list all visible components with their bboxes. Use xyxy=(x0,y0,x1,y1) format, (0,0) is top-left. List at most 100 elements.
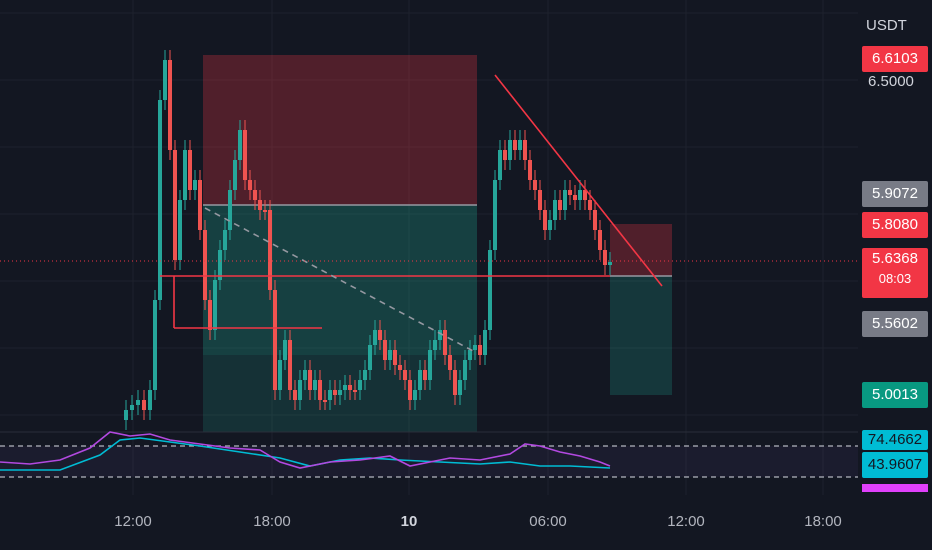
candle-body xyxy=(578,190,582,200)
time-tick: 18:00 xyxy=(253,513,291,530)
price-tag-gray-upper[interactable]: 5.9072 xyxy=(862,181,928,207)
descending-trendline[interactable] xyxy=(494,74,663,287)
candle-body xyxy=(293,390,297,400)
candle-body xyxy=(438,330,442,340)
time-tick: 06:00 xyxy=(529,513,567,530)
countdown-timer: 08:03 xyxy=(878,271,912,286)
candle-body xyxy=(513,140,517,150)
price-tag-text: 5.8080 xyxy=(872,216,918,233)
candle-body xyxy=(403,370,407,380)
candle-body xyxy=(448,355,452,370)
candle-body xyxy=(318,380,322,400)
candle-body xyxy=(193,180,197,190)
time-tick: 12:00 xyxy=(667,513,705,530)
short-position-2-target-zone[interactable] xyxy=(610,276,672,395)
candle-body xyxy=(153,300,157,390)
candle-body xyxy=(233,160,237,190)
candle-body xyxy=(273,290,277,390)
candle-body xyxy=(468,350,472,360)
candle-body xyxy=(603,250,607,265)
price-tag-gray-lower[interactable]: 5.5602 xyxy=(862,311,928,337)
candle-body xyxy=(142,400,146,410)
candle-body xyxy=(488,250,492,330)
candle-body xyxy=(268,210,272,290)
candle-body xyxy=(558,200,562,210)
candle-body xyxy=(338,390,342,395)
candle-body xyxy=(398,365,402,370)
currency-label: USDT xyxy=(866,17,907,34)
price-tag-upper-target[interactable]: 6.6103 xyxy=(862,46,928,72)
candle-body xyxy=(418,370,422,390)
candle-body xyxy=(328,390,332,400)
candle-body xyxy=(278,360,282,390)
candlestick-series xyxy=(124,50,612,430)
candle-body xyxy=(158,100,162,300)
candle-body xyxy=(333,390,337,395)
candle-body xyxy=(548,220,552,230)
price-tag-current[interactable]: 5.6368 08:03 xyxy=(862,248,928,298)
candle-body xyxy=(473,345,477,350)
candle-body xyxy=(208,300,212,330)
candle-body xyxy=(168,60,172,150)
rsi-color-marker xyxy=(862,484,928,492)
candle-body xyxy=(568,190,572,195)
price-tag-text: 5.9072 xyxy=(872,185,918,202)
rsi-tag-value[interactable]: 43.9607 xyxy=(862,452,928,478)
candle-body xyxy=(213,280,217,330)
price-tag-text: 5.5602 xyxy=(872,315,918,332)
candle-body xyxy=(393,350,397,365)
candle-body xyxy=(258,200,262,210)
candle-body xyxy=(313,380,317,390)
candle-body xyxy=(423,370,427,380)
price-tick-6-5000: 6.5000 xyxy=(868,73,914,90)
candle-body xyxy=(428,350,432,380)
time-tick: 12:00 xyxy=(114,513,152,530)
rsi-tag-text: 43.9607 xyxy=(867,456,923,473)
candle-body xyxy=(218,250,222,280)
candle-body xyxy=(518,140,522,150)
candle-body xyxy=(528,160,532,180)
dashed-projection-line[interactable] xyxy=(204,207,476,353)
candle-body xyxy=(228,190,232,230)
candle-body xyxy=(478,345,482,355)
candle-body xyxy=(503,150,507,160)
candle-body xyxy=(493,180,497,250)
candle-body xyxy=(413,390,417,400)
candle-body xyxy=(348,385,352,390)
short-position-target-zone[interactable] xyxy=(203,205,477,355)
candle-body xyxy=(458,380,462,395)
candle-body xyxy=(148,390,152,410)
candle-body xyxy=(173,150,177,260)
candle-body xyxy=(253,190,257,200)
candle-body xyxy=(243,130,247,180)
candle-body xyxy=(588,200,592,210)
candle-body xyxy=(223,230,227,250)
rsi-tag-text: 74.4662 xyxy=(867,431,923,448)
candle-body xyxy=(124,410,128,420)
price-tag-text: 6.6103 xyxy=(872,50,918,67)
candle-body xyxy=(408,380,412,400)
candle-body xyxy=(498,150,502,180)
candle-body xyxy=(188,150,192,190)
rsi-line xyxy=(0,431,611,469)
candle-body xyxy=(373,330,377,345)
candle-body xyxy=(323,400,327,402)
candle-body xyxy=(443,330,447,355)
candle-body xyxy=(463,360,467,380)
candle-body xyxy=(288,340,292,390)
candle-body xyxy=(358,380,362,390)
price-tag-lower-target[interactable]: 5.0013 xyxy=(862,382,928,408)
price-tag-entry[interactable]: 5.8080 xyxy=(862,212,928,238)
candle-body xyxy=(553,200,557,220)
candle-body xyxy=(433,340,437,350)
candle-body xyxy=(130,405,134,410)
candle-body xyxy=(298,380,302,400)
candle-body xyxy=(198,180,202,230)
candle-body xyxy=(583,190,587,200)
time-tick-day: 10 xyxy=(400,513,418,530)
candle-body xyxy=(163,60,167,100)
rsi-tag-upper[interactable]: 74.4662 xyxy=(862,430,928,450)
candle-body xyxy=(136,400,140,405)
candle-body xyxy=(598,230,602,250)
